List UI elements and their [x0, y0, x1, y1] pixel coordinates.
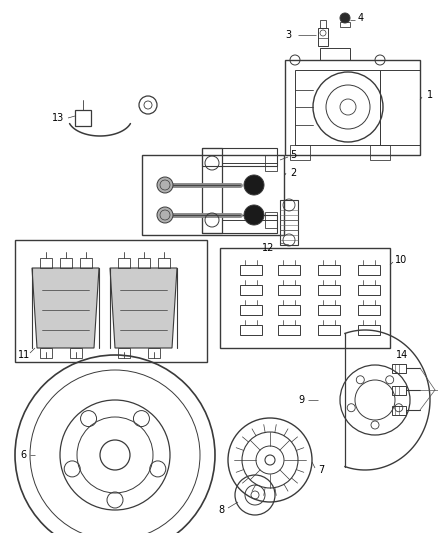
Bar — [320, 20, 326, 28]
Text: 5: 5 — [290, 150, 296, 160]
Text: 1: 1 — [427, 90, 433, 100]
Bar — [320, 48, 350, 60]
Bar — [142, 155, 284, 235]
Bar — [318, 325, 340, 335]
Text: 2: 2 — [290, 168, 296, 178]
Bar — [240, 265, 262, 275]
Bar — [75, 110, 91, 126]
Bar — [358, 325, 380, 335]
Bar — [278, 265, 300, 275]
Bar — [358, 285, 380, 295]
Bar — [138, 258, 150, 268]
Text: 12: 12 — [262, 243, 274, 253]
Bar — [60, 258, 72, 268]
Bar — [70, 348, 82, 358]
Bar — [278, 325, 300, 335]
Bar — [40, 258, 52, 268]
Bar — [40, 348, 52, 358]
Bar — [240, 305, 262, 315]
Text: 7: 7 — [318, 465, 324, 475]
Bar — [118, 348, 130, 358]
Bar — [318, 285, 340, 295]
Circle shape — [244, 205, 264, 225]
Bar — [318, 265, 340, 275]
Bar — [240, 285, 262, 295]
Text: 14: 14 — [396, 350, 408, 360]
Circle shape — [244, 175, 264, 195]
Bar — [392, 386, 406, 395]
Bar — [202, 148, 277, 166]
Text: 11: 11 — [18, 350, 30, 360]
Bar — [278, 305, 300, 315]
Bar — [202, 215, 277, 233]
Bar — [280, 200, 298, 245]
Bar — [265, 212, 277, 228]
Bar — [80, 258, 92, 268]
Bar — [340, 22, 350, 27]
Circle shape — [157, 177, 173, 193]
Bar — [15, 240, 207, 362]
Bar — [118, 258, 130, 268]
Bar — [240, 325, 262, 335]
Text: 4: 4 — [358, 13, 364, 23]
Bar — [358, 305, 380, 315]
Bar — [265, 155, 277, 171]
Bar — [220, 248, 390, 348]
Bar — [358, 265, 380, 275]
Text: 10: 10 — [395, 255, 407, 265]
Bar — [392, 406, 406, 415]
Text: 8: 8 — [218, 505, 224, 515]
Circle shape — [157, 207, 173, 223]
Text: 13: 13 — [52, 113, 64, 123]
Polygon shape — [110, 268, 177, 348]
Bar — [318, 305, 340, 315]
Text: 9: 9 — [298, 395, 304, 405]
Bar — [318, 28, 328, 46]
Bar — [278, 285, 300, 295]
Text: 3: 3 — [285, 30, 291, 40]
Bar — [392, 364, 406, 373]
Bar — [158, 258, 170, 268]
Bar — [202, 148, 222, 233]
Bar — [148, 348, 160, 358]
Text: 6: 6 — [20, 450, 26, 460]
Circle shape — [340, 13, 350, 23]
Polygon shape — [32, 268, 99, 348]
